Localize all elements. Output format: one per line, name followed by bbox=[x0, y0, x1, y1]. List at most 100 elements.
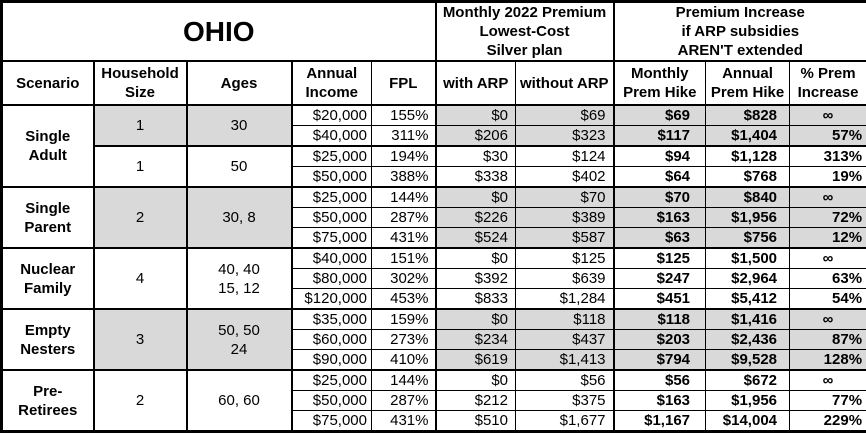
cell-ages: 30 bbox=[185, 104, 292, 147]
state-title: OHIO bbox=[1, 1, 436, 62]
cell-pct-increase: 19% bbox=[789, 166, 866, 188]
cell-monthly-hike: $70 bbox=[612, 186, 707, 208]
cell-annual-hike: $828 bbox=[705, 104, 791, 126]
table-row: Pre- Retirees 2 60, 60 $25,000 144% $0 $… bbox=[1, 369, 866, 432]
cell-without-arp: $118 bbox=[514, 308, 615, 330]
cell-annual-hike: $1,128 bbox=[705, 145, 791, 167]
cell-with-arp: $0 bbox=[434, 308, 516, 330]
cell-pct-increase: 313% bbox=[789, 145, 866, 167]
cell-scenario: Single Adult bbox=[1, 104, 94, 188]
column-header-annual-hike: Annual Prem Hike bbox=[705, 60, 791, 106]
cell-fpl: 431% bbox=[371, 410, 436, 432]
cell-with-arp: $524 bbox=[434, 227, 516, 249]
cell-pct-increase: 128% bbox=[789, 349, 866, 371]
table-row: $60,000 273% $234 $437 $203 $2,436 87% bbox=[2, 329, 866, 350]
cell-annual-income: $25,000 bbox=[290, 186, 372, 208]
cell-annual-hike: $672 bbox=[705, 369, 791, 391]
table-row: $80,000 302% $392 $639 $247 $2,964 63% bbox=[2, 268, 866, 289]
table-row: 1 50 $25,000 194% $30 $124 $94 $1,128 31… bbox=[2, 145, 866, 188]
cell-ages: 50, 50 24 bbox=[185, 308, 292, 371]
cell-annual-hike: $9,528 bbox=[705, 349, 791, 371]
cell-with-arp: $30 bbox=[434, 145, 516, 167]
cell-without-arp: $1,413 bbox=[514, 349, 615, 371]
cell-fpl: 311% bbox=[371, 125, 436, 147]
cell-pct-increase: ∞ bbox=[789, 308, 866, 330]
cell-without-arp: $323 bbox=[514, 125, 615, 147]
column-header-with-arp: with ARP bbox=[434, 60, 516, 106]
table-row: Nuclear Family 4 40, 40 15, 12 $40,000 1… bbox=[1, 247, 866, 310]
cell-with-arp: $206 bbox=[434, 125, 516, 147]
cell-annual-income: $80,000 bbox=[290, 268, 372, 289]
cell-annual-income: $35,000 bbox=[290, 308, 372, 330]
cell-annual-hike: $1,956 bbox=[705, 390, 791, 411]
cell-annual-hike: $768 bbox=[705, 166, 791, 188]
cell-annual-hike: $1,956 bbox=[705, 207, 791, 228]
cell-scenario: Empty Nesters bbox=[1, 308, 94, 371]
cell-without-arp: $125 bbox=[514, 247, 615, 269]
cell-with-arp: $510 bbox=[434, 410, 516, 432]
cell-with-arp: $0 bbox=[434, 104, 516, 126]
cell-pct-increase: 72% bbox=[789, 207, 866, 228]
table-row: $40,000 311% $206 $323 $117 $1,404 57% bbox=[2, 125, 866, 147]
cell-with-arp: $0 bbox=[434, 186, 516, 208]
cell-annual-hike: $1,416 bbox=[705, 308, 791, 330]
cell-fpl: 273% bbox=[371, 329, 436, 350]
column-header-monthly-hike: Monthly Prem Hike bbox=[612, 60, 707, 106]
cell-annual-income: $50,000 bbox=[290, 390, 372, 411]
cell-monthly-hike: $451 bbox=[612, 288, 707, 310]
cell-household-size: 4 bbox=[92, 247, 187, 310]
cell-pct-increase: ∞ bbox=[789, 186, 866, 208]
table-row: Single Adult 1 30 $20,000 155% $0 $69 $6… bbox=[1, 104, 866, 188]
cell-monthly-hike: $117 bbox=[612, 125, 707, 147]
cell-pct-increase: 87% bbox=[789, 329, 866, 350]
cell-household-size: 1 bbox=[92, 145, 187, 188]
cell-annual-income: $25,000 bbox=[290, 145, 372, 167]
cell-without-arp: $375 bbox=[514, 390, 615, 411]
cell-without-arp: $587 bbox=[514, 227, 615, 249]
cell-without-arp: $1,284 bbox=[514, 288, 615, 310]
table-row: $50,000 287% $226 $389 $163 $1,956 72% bbox=[2, 207, 866, 228]
cell-without-arp: $437 bbox=[514, 329, 615, 350]
cell-monthly-hike: $163 bbox=[612, 207, 707, 228]
column-header-ages: Ages bbox=[185, 60, 292, 106]
cell-monthly-hike: $94 bbox=[612, 145, 707, 167]
cell-pct-increase: ∞ bbox=[789, 104, 866, 126]
cell-annual-hike: $1,500 bbox=[705, 247, 791, 269]
table-row: $90,000 410% $619 $1,413 $794 $9,528 128… bbox=[2, 349, 866, 371]
cell-without-arp: $639 bbox=[514, 268, 615, 289]
cell-pct-increase: ∞ bbox=[789, 247, 866, 269]
cell-fpl: 410% bbox=[371, 349, 436, 371]
cell-annual-income: $40,000 bbox=[290, 125, 372, 147]
cell-annual-income: $90,000 bbox=[290, 349, 372, 371]
cell-monthly-hike: $118 bbox=[612, 308, 707, 330]
cell-pct-increase: ∞ bbox=[789, 369, 866, 391]
column-header-without-arp: without ARP bbox=[514, 60, 615, 106]
cell-annual-hike: $1,404 bbox=[705, 125, 791, 147]
column-header-scenario: Scenario bbox=[1, 60, 94, 106]
cell-pct-increase: 63% bbox=[789, 268, 866, 289]
cell-monthly-hike: $63 bbox=[612, 227, 707, 249]
cell-annual-income: $120,000 bbox=[290, 288, 372, 310]
cell-fpl: 151% bbox=[371, 247, 436, 269]
cell-with-arp: $619 bbox=[434, 349, 516, 371]
cell-without-arp: $402 bbox=[514, 166, 615, 188]
cell-ages: 30, 8 bbox=[185, 186, 292, 249]
cell-annual-income: $75,000 bbox=[290, 227, 372, 249]
cell-monthly-hike: $163 bbox=[612, 390, 707, 411]
cell-with-arp: $212 bbox=[434, 390, 516, 411]
cell-with-arp: $0 bbox=[434, 369, 516, 391]
cell-without-arp: $389 bbox=[514, 207, 615, 228]
table-row: $75,000 431% $510 $1,677 $1,167 $14,004 … bbox=[2, 410, 866, 432]
cell-monthly-hike: $203 bbox=[612, 329, 707, 350]
cell-ages: 40, 40 15, 12 bbox=[185, 247, 292, 310]
cell-fpl: 388% bbox=[371, 166, 436, 188]
cell-pct-increase: 77% bbox=[789, 390, 866, 411]
cell-pct-increase: 12% bbox=[789, 227, 866, 249]
premium-group-header: Monthly 2022 Premium Lowest-Cost Silver … bbox=[434, 1, 615, 62]
cell-annual-income: $40,000 bbox=[290, 247, 372, 269]
cell-without-arp: $69 bbox=[514, 104, 615, 126]
cell-with-arp: $0 bbox=[434, 247, 516, 269]
cell-annual-hike: $5,412 bbox=[705, 288, 791, 310]
cell-household-size: 1 bbox=[92, 104, 187, 147]
